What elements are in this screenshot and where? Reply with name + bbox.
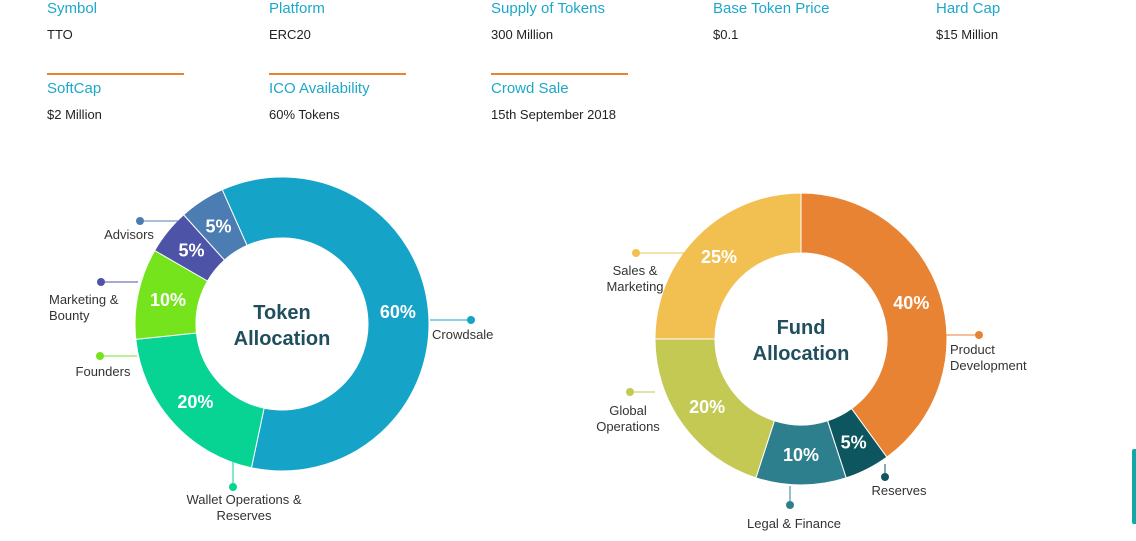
stat-crowd-sale: Crowd Sale 15th September 2018: [491, 80, 631, 123]
slice-value-label: 10%: [150, 290, 186, 310]
slice-value-label: 5%: [206, 216, 232, 236]
callout-dot: [786, 501, 794, 509]
stat-value: 300 Million: [491, 27, 554, 42]
stat-platform: Platform ERC20: [269, 0, 409, 43]
chart-center-title: Token Allocation: [234, 302, 331, 350]
stat-value: $2 Million: [47, 107, 102, 122]
category-label-legal-and-finance: Legal & Finance: [747, 516, 841, 531]
stat-label: Hard Cap: [936, 0, 1001, 17]
stat-value: ERC20: [269, 27, 311, 42]
category-label-sales-and-marketing: Sales & Marketing: [606, 263, 663, 294]
category-label-crowdsale: Crowdsale: [432, 327, 493, 342]
stat-base-price: Base Token Price $0.1: [713, 0, 853, 43]
slice-value-label: 40%: [893, 293, 929, 313]
fund-allocation-chart: 40% Product Development 5% Reserves 10% Legal …: [596, 192, 1027, 531]
slice-value-label: 20%: [177, 392, 213, 412]
stat-label: Base Token Price: [713, 0, 830, 17]
stat-label: Platform: [269, 0, 325, 17]
stat-ico-availability: ICO Availability 60% Tokens: [269, 80, 409, 123]
category-label-product-development: Product Development: [950, 342, 1027, 373]
stat-value: TTO: [47, 27, 73, 42]
slice-sales-and-marketing: [654, 192, 802, 340]
token-allocation-chart: 60% Crowdsale 20% Wallet Operations & Reserv…: [49, 176, 493, 523]
callout-dot: [626, 388, 634, 396]
callout-dot: [136, 217, 144, 225]
slice-advisors: [182, 189, 248, 261]
slice-value-label: 60%: [380, 302, 416, 322]
chart-center-title: Fund Allocation: [753, 317, 850, 365]
category-label-global-operations: Global Operations: [596, 403, 660, 434]
divider: [491, 73, 628, 75]
callout-dot: [632, 249, 640, 257]
stat-label: Supply of Tokens: [491, 0, 605, 17]
stat-label: ICO Availability: [269, 80, 370, 97]
stat-label: Symbol: [47, 0, 98, 17]
slice-global-operations: [654, 338, 776, 479]
slice-value-label: 10%: [783, 445, 819, 465]
slice-value-label: 5%: [178, 241, 204, 261]
category-label-reserves: Reserves: [872, 483, 927, 498]
slice-value-label: 25%: [701, 247, 737, 267]
stat-supply: Supply of Tokens 300 Million: [491, 0, 631, 43]
callout-dot: [97, 278, 105, 286]
slice-wallet-operations-and-reserves: [135, 332, 265, 469]
stat-value: 60% Tokens: [269, 107, 340, 122]
stat-value: $0.1: [713, 27, 739, 42]
stat-symbol: Symbol TTO: [47, 0, 187, 43]
slice-crowdsale: [221, 176, 430, 472]
stat-value: $15 Million: [936, 27, 999, 42]
slice-value-label: 20%: [689, 397, 725, 417]
side-tab[interactable]: [1132, 449, 1136, 524]
stat-label: Crowd Sale: [491, 80, 569, 97]
stat-value: 15th September 2018: [491, 107, 617, 122]
callout-dot: [467, 316, 475, 324]
callout-dot: [229, 483, 237, 491]
divider: [269, 73, 406, 75]
category-label-founders: Founders: [76, 364, 131, 379]
category-label-marketing-and-bounty: Marketing & Bounty: [49, 292, 119, 323]
category-label-wallet-operations-and-reserves: Wallet Operations & Reserves: [186, 492, 301, 523]
callout-dot: [881, 473, 889, 481]
stat-softcap: SoftCap $2 Million: [47, 80, 187, 123]
stat-label: SoftCap: [47, 80, 102, 97]
slice-value-label: 5%: [841, 432, 867, 452]
category-label-advisors: Advisors: [104, 227, 154, 242]
stat-hard-cap: Hard Cap $15 Million: [936, 0, 1076, 43]
callout-dot: [975, 331, 983, 339]
callout-dot: [96, 352, 104, 360]
divider: [47, 73, 184, 75]
slice-product-development: [800, 192, 948, 458]
